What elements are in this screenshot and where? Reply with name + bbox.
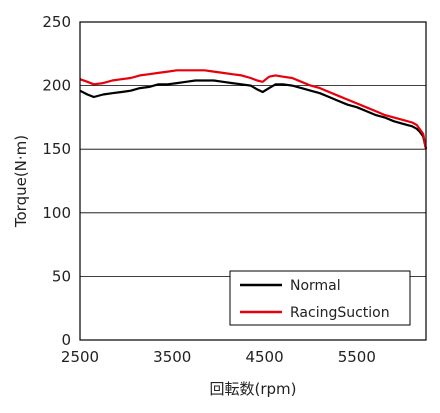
y-tick-label: 0 (61, 331, 71, 349)
legend: Normal RacingSuction (229, 270, 411, 326)
y-tick-label: 200 (42, 77, 71, 95)
x-tick-label: 3500 (153, 348, 191, 366)
x-tick-label: 2500 (61, 348, 99, 366)
x-axis-label: 回転数(rpm) (209, 380, 296, 398)
x-tick-label: 5500 (338, 348, 376, 366)
y-tick-label: 150 (42, 140, 71, 158)
series-line-racingsuction (79, 69, 428, 150)
y-tick-label: 250 (42, 13, 71, 31)
y-tick-label: 50 (52, 267, 71, 285)
legend-label-normal: Normal (290, 278, 341, 294)
y-axis-label: Torque(N·m) (12, 135, 30, 228)
series-line-normal (79, 79, 428, 150)
x-tick-label: 4500 (245, 348, 283, 366)
x-tick-labels: 2500 3500 4500 5500 (61, 348, 376, 366)
series-lines (79, 69, 428, 150)
legend-label-racingsuction: RacingSuction (290, 305, 390, 321)
legend-box (229, 270, 411, 326)
y-tick-label: 100 (42, 204, 71, 222)
plot-frame (79, 21, 427, 341)
y-tick-labels: 0 50 100 150 200 250 (42, 13, 71, 349)
